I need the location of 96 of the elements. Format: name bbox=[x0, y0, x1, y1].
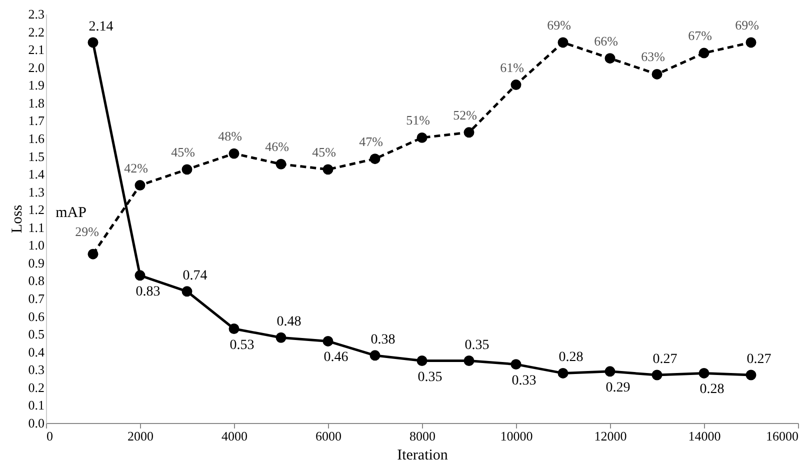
y-tick-label: 1.8 bbox=[28, 95, 44, 110]
y-tick-label: 0.2 bbox=[28, 380, 44, 395]
x-tick-label: 0 bbox=[46, 428, 53, 444]
point bbox=[510, 80, 522, 90]
x-tick-label: 2000 bbox=[128, 428, 154, 444]
data-label: 29% bbox=[75, 224, 100, 240]
point bbox=[464, 356, 474, 366]
point bbox=[510, 359, 522, 370]
y-tick-label: 1.5 bbox=[28, 148, 44, 164]
y-tick-label: 0.6 bbox=[28, 308, 45, 324]
data-label: 0.48 bbox=[276, 314, 302, 330]
data-label: 0.27 bbox=[652, 352, 678, 367]
x-tick-label: 14000 bbox=[688, 428, 721, 444]
y-tick-label: 1.3 bbox=[28, 184, 44, 200]
y-tick-label: 1.6 bbox=[28, 130, 45, 146]
y-tick-label: 1.4 bbox=[28, 166, 45, 182]
y-tick-label: 1.7 bbox=[28, 113, 45, 128]
point bbox=[228, 148, 240, 159]
x-tick-label: 6000 bbox=[316, 428, 342, 444]
y-tick-label: 2.3 bbox=[28, 6, 44, 22]
point bbox=[698, 368, 710, 378]
x-tick-label: 4000 bbox=[222, 428, 248, 444]
data-label: 0.29 bbox=[606, 380, 630, 396]
point bbox=[322, 164, 334, 175]
y-tick-label: 2.2 bbox=[28, 24, 44, 40]
y-tick-label: 2.1 bbox=[28, 42, 44, 58]
data-label: 47% bbox=[359, 134, 384, 149]
y-tick-label: 1.1 bbox=[28, 220, 44, 235]
data-label: 0.27 bbox=[746, 352, 772, 367]
data-label: 0.83 bbox=[136, 284, 160, 300]
x-tick-label: 12000 bbox=[594, 428, 627, 444]
data-label: 45% bbox=[171, 144, 196, 160]
point bbox=[276, 158, 286, 170]
data-label: 42% bbox=[124, 160, 148, 176]
data-label: 45% bbox=[312, 144, 336, 160]
data-label: 0.35 bbox=[464, 338, 490, 353]
point bbox=[322, 336, 334, 346]
y-tick-label: 0.9 bbox=[28, 255, 44, 270]
point bbox=[698, 48, 710, 58]
y-tick-label: 2.0 bbox=[28, 60, 44, 75]
point bbox=[370, 154, 380, 164]
y-tick-label: 1.9 bbox=[28, 78, 44, 93]
x-tick-label: 16000 bbox=[766, 428, 798, 444]
x-axis-title: Iteration bbox=[397, 448, 448, 464]
y-tick-label: 0.0 bbox=[28, 416, 44, 430]
point bbox=[604, 53, 616, 64]
point bbox=[746, 370, 756, 380]
point bbox=[558, 37, 568, 48]
point bbox=[88, 37, 98, 48]
point bbox=[276, 332, 286, 343]
data-label: 0.28 bbox=[558, 350, 584, 366]
point bbox=[182, 286, 192, 297]
y-tick-label: 0.7 bbox=[28, 291, 45, 306]
data-label: 0.35 bbox=[418, 370, 442, 385]
data-label: 46% bbox=[265, 139, 290, 154]
data-label: 0.46 bbox=[324, 350, 348, 366]
y-tick-label: 0.3 bbox=[28, 362, 44, 378]
data-label: 0.74 bbox=[182, 268, 208, 284]
data-label: 0.53 bbox=[230, 338, 254, 353]
y-tick-label: 1.2 bbox=[28, 202, 44, 218]
point bbox=[88, 248, 98, 260]
data-label: 69% bbox=[735, 17, 760, 32]
x-tick-label: 8000 bbox=[410, 428, 436, 444]
data-label: 63% bbox=[641, 49, 666, 64]
data-label: 0.33 bbox=[512, 373, 536, 388]
point bbox=[134, 270, 146, 281]
data-label: 61% bbox=[500, 60, 524, 75]
data-label: 69% bbox=[547, 17, 572, 32]
point bbox=[416, 132, 428, 143]
data-label: 0.28 bbox=[700, 382, 724, 398]
point bbox=[182, 164, 192, 175]
data-label: 0.38 bbox=[370, 332, 396, 348]
data-label: 52% bbox=[453, 107, 478, 122]
y-tick-label: 0.1 bbox=[28, 398, 44, 413]
point bbox=[228, 324, 240, 334]
y-tick-label: 0.8 bbox=[28, 273, 44, 288]
data-label: 67% bbox=[688, 28, 712, 44]
data-label: 66% bbox=[594, 33, 618, 48]
y-tick-label: 1.0 bbox=[28, 238, 44, 253]
series-label: mAP bbox=[56, 205, 86, 222]
y-axis-title: Loss bbox=[9, 204, 26, 234]
point bbox=[370, 350, 380, 361]
data-label: 2.14 bbox=[88, 19, 114, 34]
y-tick-label: 0.5 bbox=[28, 326, 44, 342]
point bbox=[652, 370, 662, 380]
point bbox=[134, 180, 146, 191]
y-tick-label: 0.4 bbox=[28, 344, 45, 360]
point bbox=[464, 127, 474, 138]
point bbox=[746, 37, 756, 48]
data-label: 51% bbox=[406, 112, 430, 128]
data-label: 48% bbox=[218, 128, 242, 144]
x-tick-label: 10000 bbox=[500, 428, 533, 444]
point bbox=[652, 68, 662, 80]
point bbox=[416, 356, 428, 366]
point bbox=[558, 368, 568, 378]
point bbox=[604, 366, 616, 377]
